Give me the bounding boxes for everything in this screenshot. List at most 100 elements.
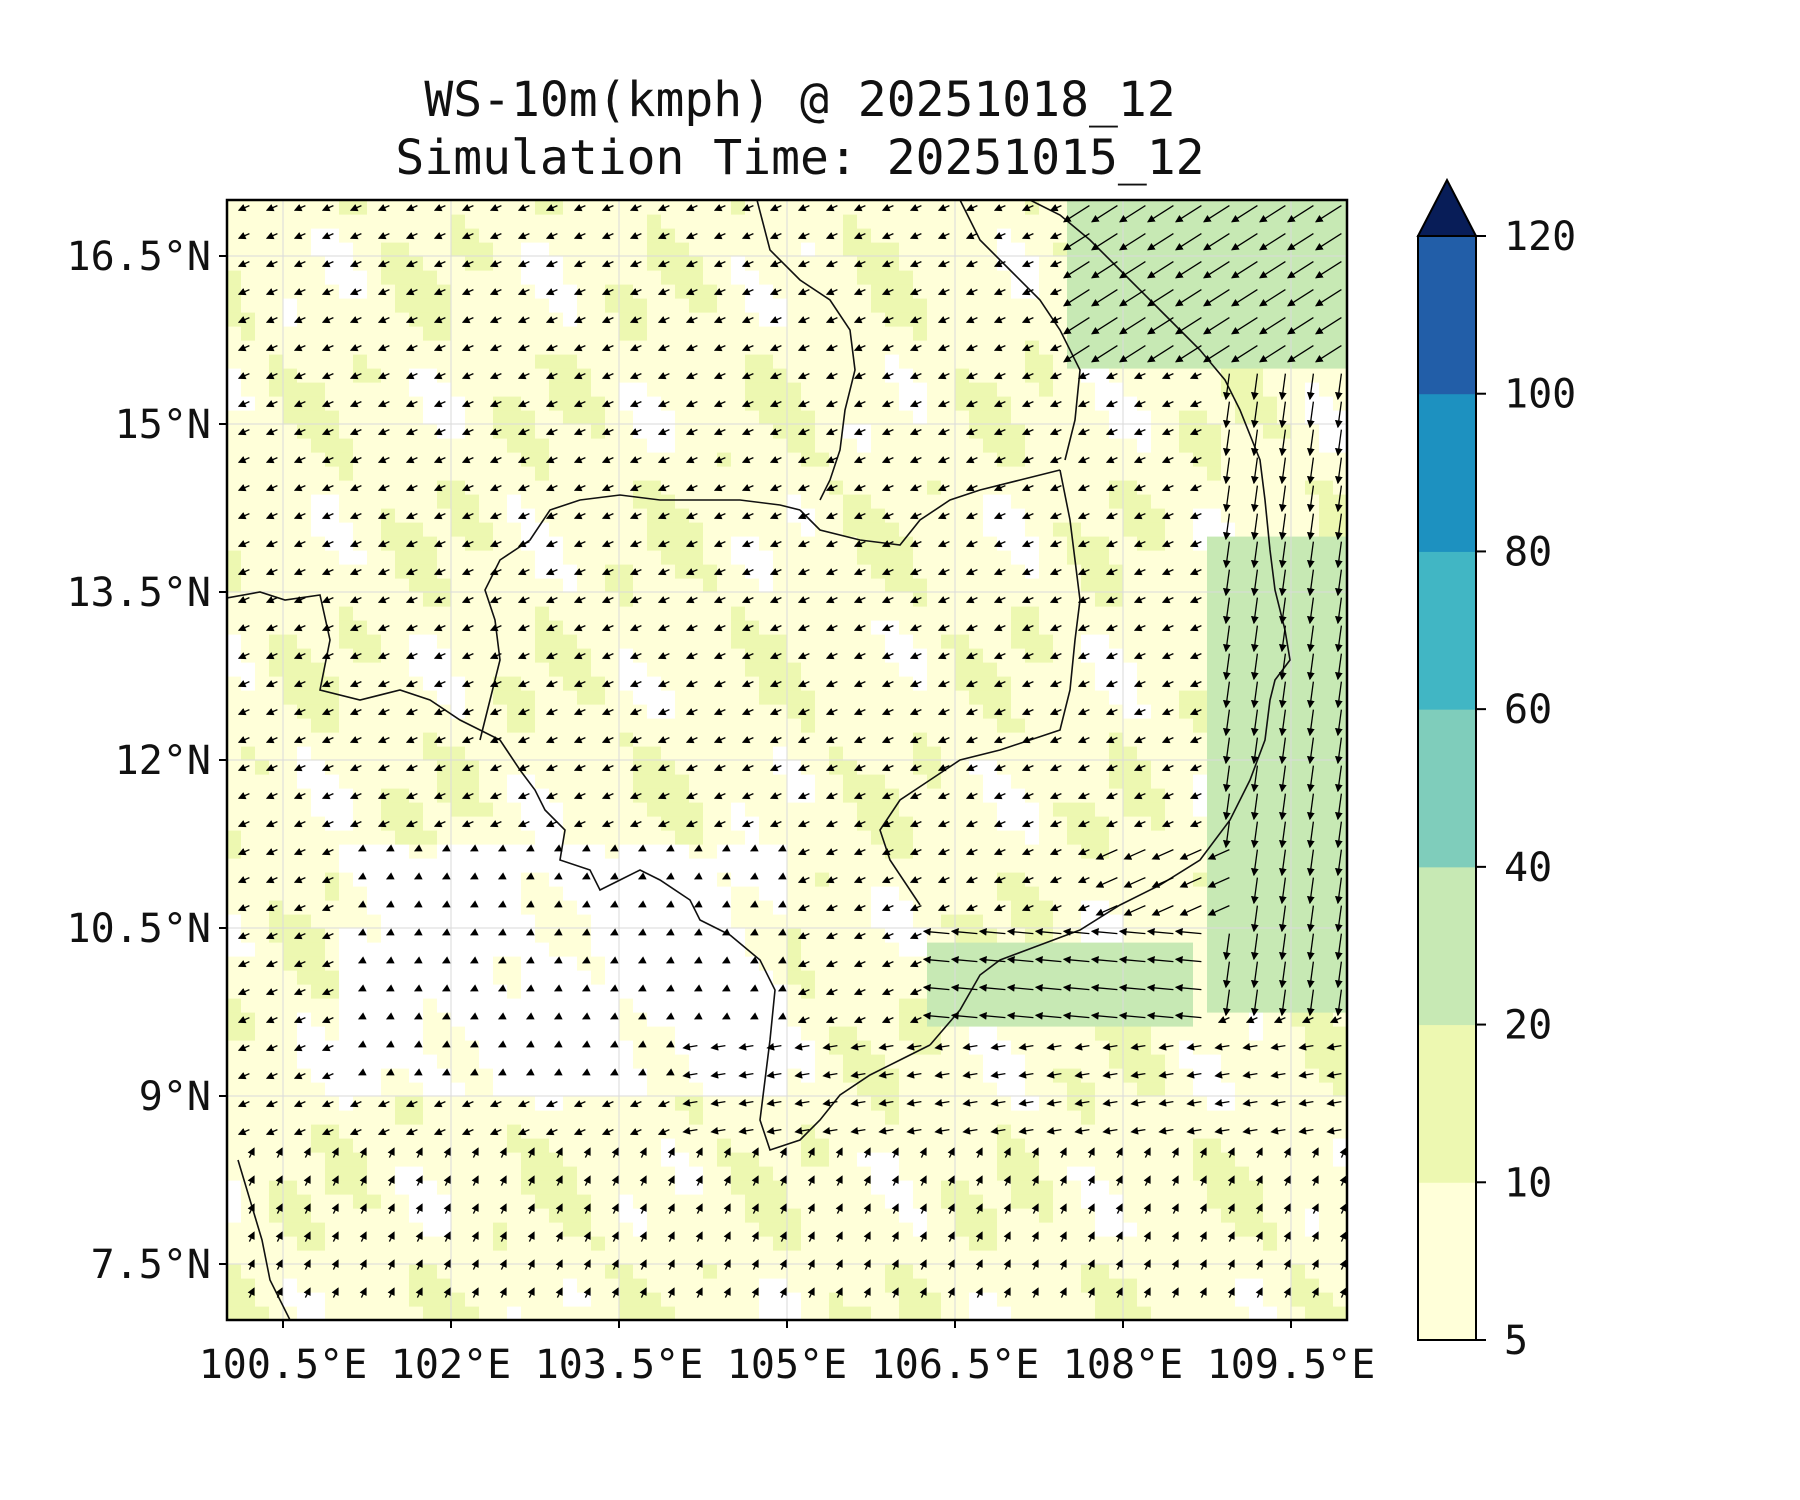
field-cell [857,1110,872,1125]
field-cell [1039,1082,1054,1097]
field-cell [605,746,620,761]
field-cell [787,214,802,229]
field-cell [521,718,536,733]
field-cell [325,886,340,901]
field-cell [311,1068,326,1083]
field-cell [227,970,242,985]
field-cell [633,508,648,523]
field-cell [801,900,816,915]
field-cell [689,886,704,901]
field-cell [717,830,732,845]
field-cell [577,760,592,775]
field-cell [255,1040,270,1055]
field-cell [675,816,690,831]
field-cell [899,1054,914,1069]
field-cell [465,536,480,551]
field-cell [1067,312,1082,327]
field-cell [451,634,466,649]
field-cell [367,746,382,761]
field-cell [661,956,676,971]
field-cell [1011,648,1026,663]
field-cell [801,872,816,887]
field-cell [815,690,830,705]
field-cell [969,256,984,271]
field-cell [913,1292,928,1307]
field-cell [241,648,256,663]
field-cell [1053,228,1068,243]
field-cell [899,242,914,257]
field-cell [969,564,984,579]
field-cell [381,956,396,971]
field-cell [647,704,662,719]
field-cell [731,284,746,299]
field-cell [311,1180,326,1195]
field-cell [661,354,676,369]
field-cell [661,858,676,873]
field-cell [661,1054,676,1069]
field-cell [871,620,886,635]
field-cell [339,1152,354,1167]
field-cell [647,256,662,271]
field-cell [955,606,970,621]
field-cell [465,802,480,817]
field-cell [479,1222,494,1237]
field-cell [367,1194,382,1209]
field-cell [227,270,242,285]
field-cell [801,592,816,607]
field-cell [311,1096,326,1111]
field-cell [255,1026,270,1041]
field-cell [591,1306,606,1320]
field-cell [1039,242,1054,257]
field-cell [885,256,900,271]
field-cell [731,984,746,999]
field-cell [1025,564,1040,579]
field-cell [759,928,774,943]
field-cell [605,522,620,537]
field-cell [913,858,928,873]
field-cell [675,830,690,845]
field-cell [1025,326,1040,341]
field-cell [521,1096,536,1111]
field-cell [549,942,564,957]
field-cell [689,1180,704,1195]
field-cell [871,340,886,355]
field-cell [647,270,662,285]
field-cell [381,774,396,789]
field-cell [773,1082,788,1097]
field-cell [871,298,886,313]
field-cell [269,298,284,313]
field-cell [675,844,690,859]
field-cell [913,718,928,733]
field-cell [563,410,578,425]
field-cell [759,466,774,481]
field-cell [241,228,256,243]
field-cell [661,508,676,523]
field-cell [899,480,914,495]
field-cell [1053,1110,1068,1125]
field-cell [297,788,312,803]
field-cell [241,270,256,285]
field-cell [297,396,312,411]
field-cell [1081,858,1096,873]
field-cell [1067,998,1082,1013]
field-cell [759,592,774,607]
field-cell [255,578,270,593]
field-cell [969,942,984,957]
field-cell [717,704,732,719]
field-cell [367,1222,382,1237]
field-cell [717,1236,732,1251]
field-cell [577,564,592,579]
field-cell [829,606,844,621]
field-cell [297,368,312,383]
field-cell [255,1012,270,1027]
field-cell [675,900,690,915]
field-cell [1011,816,1026,831]
field-cell [437,760,452,775]
field-cell [479,1110,494,1125]
field-cell [227,494,242,509]
field-cell [1053,1096,1068,1111]
field-cell [983,270,998,285]
field-cell [955,732,970,747]
field-cell [549,200,564,215]
field-cell [1067,522,1082,537]
